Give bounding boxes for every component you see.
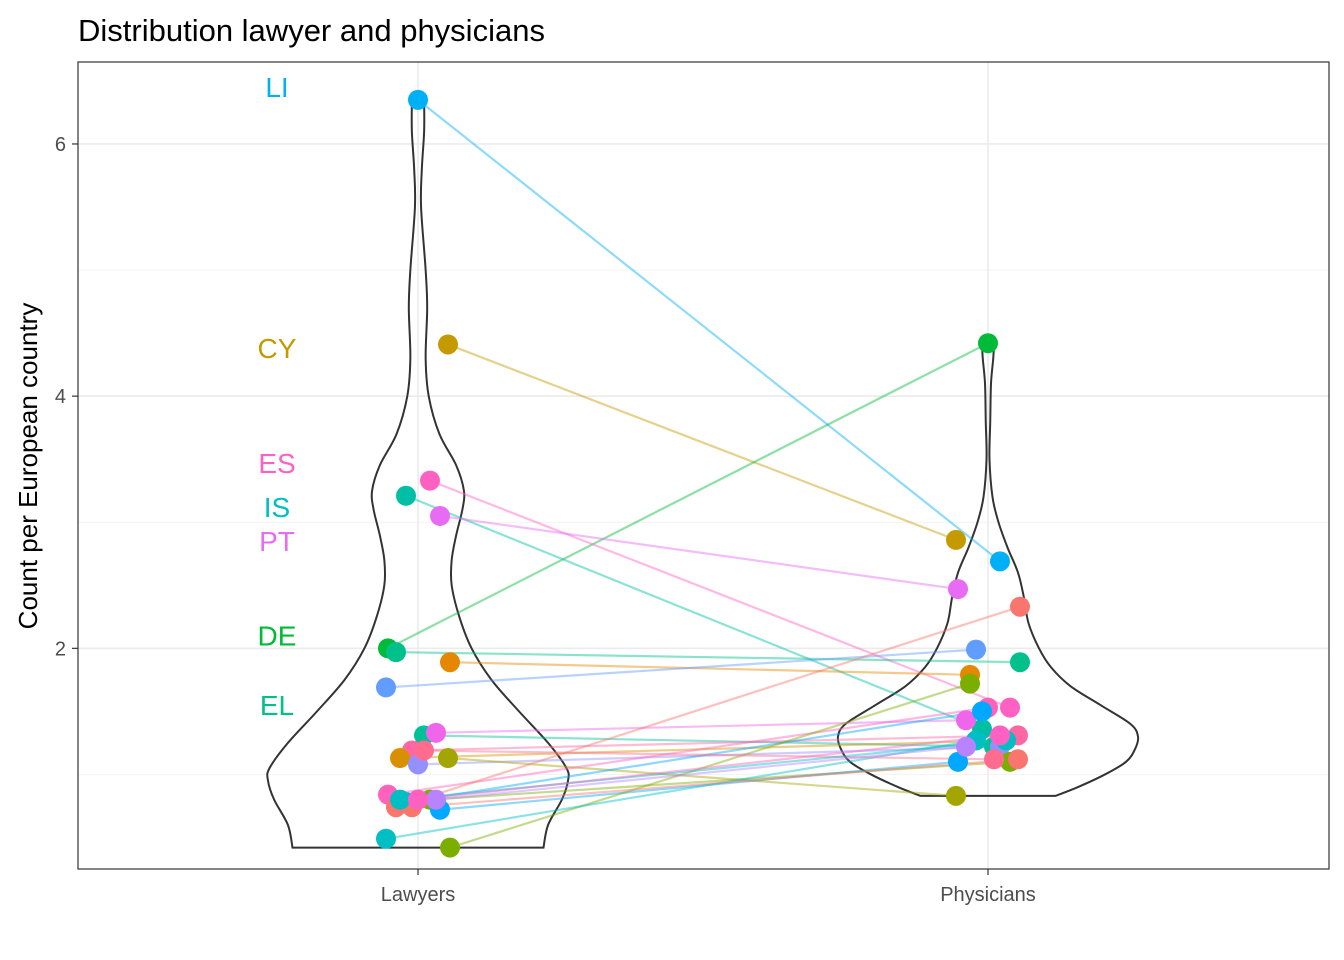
point-physicians-CY: [946, 529, 966, 550]
line-c14: [417, 745, 1001, 766]
line-c8: [449, 661, 971, 676]
line-c15: [447, 756, 957, 797]
point-physicians-LI: [990, 551, 1010, 572]
point-lawyers-c25: [426, 789, 446, 810]
line-c20: [395, 605, 1021, 809]
point-lawyers-EL: [386, 642, 406, 663]
panel-border: [77, 61, 1330, 870]
line-CY: [447, 343, 957, 541]
point-physicians-c25: [956, 736, 976, 757]
point-physicians-DE: [978, 333, 998, 354]
point-physicians-ES: [1000, 697, 1020, 718]
line-c11: [411, 734, 1019, 752]
y-tick-label: 4: [55, 386, 66, 408]
country-label-de: DE: [258, 621, 297, 652]
line-DE: [387, 342, 989, 650]
line-c13: [399, 739, 1007, 760]
y-tick-label: 6: [55, 134, 66, 156]
line-c9: [385, 648, 977, 689]
points: [376, 89, 1030, 858]
point-physicians-c12: [956, 710, 976, 731]
point-lawyers-ES: [420, 470, 440, 491]
point-lawyers-PT: [430, 505, 450, 526]
point-physicians-c18: [972, 701, 992, 722]
point-lawyers-c22: [376, 828, 396, 849]
country-label-li: LI: [265, 72, 288, 103]
line-ES: [429, 479, 1011, 709]
point-physicians-c19: [948, 751, 968, 772]
point-lawyers-c23: [414, 740, 434, 761]
point-lawyers-c26: [390, 789, 410, 810]
point-physicians-EL: [1010, 652, 1030, 673]
point-lawyers-LI: [408, 89, 428, 110]
point-physicians-c23: [984, 749, 1004, 770]
line-c25: [435, 745, 967, 801]
line-EL: [395, 651, 1021, 664]
country-label-es: ES: [258, 448, 295, 479]
line-c26: [399, 739, 1007, 801]
point-lawyers-c15: [438, 748, 458, 769]
y-axis-label: Count per European country: [13, 303, 43, 630]
line-PT: [439, 514, 959, 591]
x-tick-label-lawyers: Lawyers: [381, 884, 455, 906]
point-physicians-c24: [1008, 749, 1028, 770]
country-label-cy: CY: [258, 333, 297, 364]
line-c21: [449, 682, 971, 849]
line-c19: [439, 760, 959, 811]
country-label-is: IS: [264, 492, 290, 523]
x-tick-label-physicians: Physicians: [940, 884, 1036, 906]
line-c18: [405, 710, 983, 804]
line-c24: [411, 758, 1019, 809]
point-lawyers-c12: [426, 722, 446, 743]
point-physicians-c9: [966, 639, 986, 660]
point-lawyers-CY: [438, 334, 458, 355]
point-lawyers-c8: [440, 652, 460, 673]
line-LI: [417, 98, 1001, 563]
point-lawyers-c9: [376, 677, 396, 698]
point-physicians-c21: [960, 673, 980, 694]
axes: 2 4 6 Lawyers Physicians: [55, 134, 1036, 906]
y-tick-label: 2: [55, 638, 66, 660]
line-c16: [387, 706, 989, 796]
point-lawyers-c21: [440, 837, 460, 858]
line-c12: [435, 719, 967, 734]
point-lawyers-IS: [396, 485, 416, 506]
line-c27: [417, 734, 1001, 801]
line-c17: [429, 760, 1011, 801]
point-physicians-c27: [990, 725, 1010, 746]
point-lawyers-c27: [408, 789, 428, 810]
country-label-el: EL: [260, 690, 294, 721]
point-lawyers-c13: [390, 748, 410, 769]
line-c23: [423, 749, 995, 761]
chart-title: Distribution lawyer and physicians: [78, 13, 545, 48]
connection-lines: [385, 98, 1021, 849]
line-c22: [385, 739, 977, 840]
point-physicians-PT: [948, 579, 968, 600]
line-IS: [405, 494, 983, 731]
country-label-pt: PT: [259, 526, 295, 557]
line-c10: [423, 734, 995, 748]
point-physicians-c20: [1010, 596, 1030, 617]
point-physicians-c15: [946, 785, 966, 806]
